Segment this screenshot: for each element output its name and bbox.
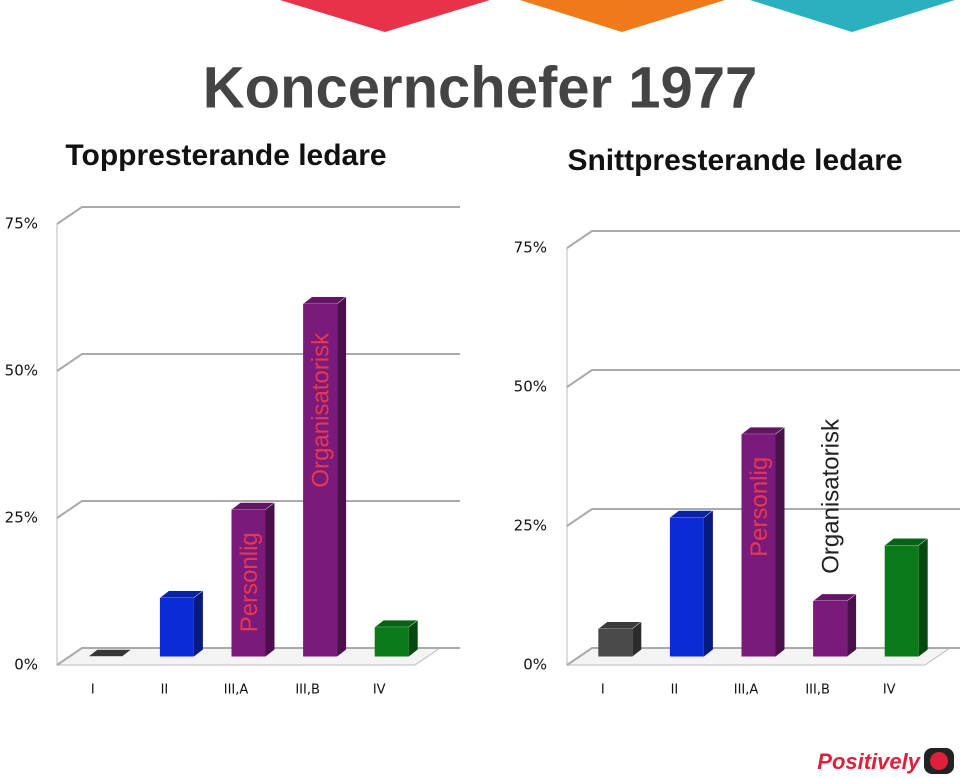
y-tick-label: 0% — [14, 656, 38, 674]
logo-text: Positively — [817, 749, 921, 774]
bar-side — [265, 502, 275, 657]
x-tick-label: III,B — [805, 683, 830, 698]
x-tick-label: IV — [373, 683, 386, 698]
y-tick-label: 0% — [523, 656, 547, 674]
pattern-orange — [520, 0, 725, 32]
decoration — [280, 0, 955, 32]
bar-side — [703, 510, 713, 657]
bar — [159, 597, 194, 657]
x-tick-label: III,B — [295, 683, 320, 698]
bar-side — [408, 620, 418, 657]
x-tick-label: III,A — [734, 683, 759, 698]
bar — [669, 517, 704, 657]
y-tick-label: 75% — [514, 239, 547, 257]
bar — [884, 545, 919, 657]
y-tick-label: 50% — [5, 362, 38, 380]
x-tick-label: II — [161, 683, 169, 698]
bar — [303, 303, 338, 657]
chart-title: Toppresterande ledare — [65, 139, 386, 172]
bar — [813, 600, 848, 657]
grid-line — [56, 206, 460, 225]
bar-top — [87, 649, 133, 657]
bar-side — [847, 593, 857, 657]
bar-label: Organisatorisk — [307, 332, 334, 488]
x-tick-label: III,A — [224, 683, 249, 698]
chart-title: Snittpresterande ledare — [567, 144, 902, 177]
x-tick-label: II — [671, 683, 679, 698]
y-tick-label: 25% — [5, 509, 38, 527]
bar — [231, 509, 266, 657]
bar-label: Personlig — [236, 532, 263, 632]
bar-side — [193, 590, 203, 657]
bar-side — [775, 427, 785, 657]
bar-label: Personlig — [746, 457, 773, 557]
y-tick-label: 25% — [514, 517, 547, 535]
slide-title: Koncernchefer 1977 — [203, 55, 757, 120]
bar — [741, 434, 776, 657]
bar-label: Organisatorisk — [817, 418, 844, 574]
logo-mark — [930, 752, 948, 770]
grid-line — [566, 508, 960, 527]
x-tick-label: I — [601, 683, 605, 698]
bar — [374, 627, 409, 657]
grid-line — [566, 230, 960, 249]
x-tick-label: I — [91, 683, 95, 698]
grid-line — [566, 369, 960, 388]
grid-line — [56, 353, 460, 372]
pattern-teal — [750, 0, 955, 32]
logo: Positively — [817, 748, 954, 774]
y-tick-label: 75% — [5, 215, 38, 233]
bar-side — [337, 296, 347, 657]
bar — [598, 628, 633, 657]
y-tick-label: 50% — [514, 378, 547, 396]
x-tick-label: IV — [883, 683, 896, 698]
bar-side — [918, 538, 928, 657]
bar-side — [632, 621, 642, 657]
pattern-red — [280, 0, 490, 32]
